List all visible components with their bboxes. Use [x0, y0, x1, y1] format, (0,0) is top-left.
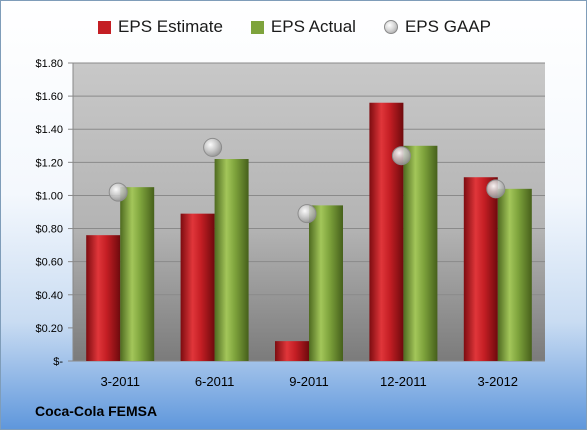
bar-eps-estimate	[180, 213, 215, 361]
x-category-label: 12-2011	[380, 374, 427, 389]
legend-label-eps-gaap: EPS GAAP	[404, 17, 491, 36]
legend-label-eps-actual: EPS Actual	[270, 17, 356, 36]
y-tick-label: $-	[53, 356, 63, 368]
x-category-label: 9-2011	[289, 374, 329, 389]
y-tick-label: $0.80	[35, 224, 63, 236]
legend-swatch-eps-estimate	[98, 20, 112, 34]
x-category-label: 3-2011	[100, 374, 140, 389]
y-tick-label: $1.20	[35, 157, 63, 169]
x-category-label: 3-2012	[478, 374, 518, 389]
bars	[86, 102, 532, 361]
y-tick-label: $1.60	[35, 91, 63, 103]
legend-swatch-eps-actual	[250, 20, 264, 34]
legend-label-eps-estimate: EPS Estimate	[118, 17, 223, 36]
company-name: Coca-Cola FEMSA	[35, 403, 158, 419]
bar-eps-actual	[120, 187, 155, 361]
chart-legend: EPS Estimate EPS Actual EPS GAAP	[1, 17, 586, 37]
y-tick-label: $1.80	[35, 58, 63, 70]
x-category-label: 6-2011	[195, 374, 235, 389]
bar-eps-actual	[309, 205, 343, 361]
bar-eps-actual	[497, 188, 532, 361]
y-tick-label: $1.40	[35, 124, 63, 136]
bar-eps-estimate	[369, 102, 404, 361]
bar-eps-actual	[214, 159, 249, 361]
bar-eps-estimate	[463, 177, 498, 361]
legend-item-eps-gaap: EPS GAAP	[383, 17, 491, 37]
bar-eps-estimate	[275, 341, 309, 361]
bar-eps-actual	[403, 145, 438, 361]
marker-eps-gaap	[486, 179, 506, 199]
legend-swatch-eps-gaap	[383, 20, 398, 34]
marker-eps-gaap	[391, 146, 411, 166]
y-axis-tick-labels: $- $0.20 $0.40 $0.60 $0.80 $1.00 $1.20 $1.40 $1.…	[35, 58, 63, 368]
marker-eps-gaap	[203, 137, 223, 157]
bar-eps-estimate	[86, 235, 121, 361]
y-tick-label: $1.00	[35, 190, 63, 202]
y-tick-label: $0.60	[35, 257, 63, 269]
y-tick-label: $0.40	[35, 290, 63, 302]
gaap-markers	[108, 137, 506, 224]
marker-eps-gaap	[108, 182, 128, 202]
y-tick-label: $0.20	[35, 323, 63, 335]
x-axis-category-labels: 3-2011 6-2011 9-2011 12-2011 3-2012	[100, 374, 518, 389]
marker-eps-gaap	[297, 204, 317, 224]
legend-item-eps-estimate: EPS Estimate	[98, 17, 223, 37]
legend-item-eps-actual: EPS Actual	[250, 17, 356, 37]
